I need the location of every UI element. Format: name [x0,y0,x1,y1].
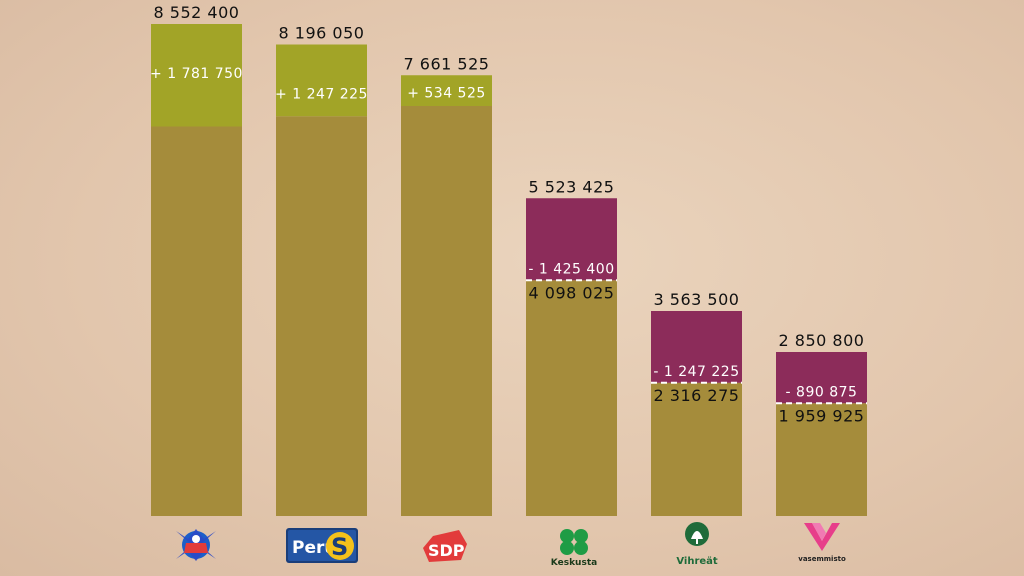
bar-base-label: 4 098 025 [529,283,615,302]
bar-series [151,24,867,516]
bar-loss-segment [776,352,867,404]
bar-change-label: + 534 525 [407,85,486,101]
vihreat-logo: Vihreät [676,522,718,567]
bar-change-label: + 1 781 750 [150,66,243,82]
bar-base-label: 1 959 925 [779,406,865,425]
bar-total-label: 5 523 425 [529,177,615,196]
bar-total-label: 8 552 400 [154,3,240,22]
bar-gain-segment [401,75,492,106]
bar-change-label: - 1 247 225 [653,364,739,380]
bar-base [276,116,367,516]
keskusta-logo: Keskusta [551,529,597,568]
bar-loss-segment [526,198,617,281]
bar-base [151,126,242,516]
bar-gain-segment [151,24,242,127]
svg-text:vasemmisto: vasemmisto [798,555,846,563]
bar-change-label: - 1 425 400 [528,261,614,277]
bar-change-label: + 1 247 225 [275,87,368,103]
bar-base [651,382,742,516]
svg-text:Vihreät: Vihreät [676,556,718,567]
svg-text:SDP: SDP [428,541,465,560]
bar-total-label: 2 850 800 [779,331,865,350]
bar-base [526,280,617,516]
bar-loss-segment [651,311,742,383]
vasemmisto-logo: vasemmisto [798,523,846,563]
bar-total-label: 7 661 525 [404,54,490,73]
bar-total-label: 3 563 500 [654,290,740,309]
bar-base [776,403,867,516]
svg-text:S: S [331,533,348,561]
perussuomalaiset-logo: Perus S [286,528,358,563]
bar-base [401,106,492,516]
bar-gain-segment [276,44,367,117]
kokoomus-logo [176,529,216,561]
bar-base-label: 2 316 275 [654,386,740,405]
bar-change-label: - 890 875 [786,384,858,400]
svg-text:Keskusta: Keskusta [551,558,597,568]
bar-total-label: 8 196 050 [279,24,365,43]
sdp-logo: SDP [423,530,467,562]
bar-labels: 8 552 400 + 1 781 750 8 196 050 + 1 247 225… [150,3,867,425]
